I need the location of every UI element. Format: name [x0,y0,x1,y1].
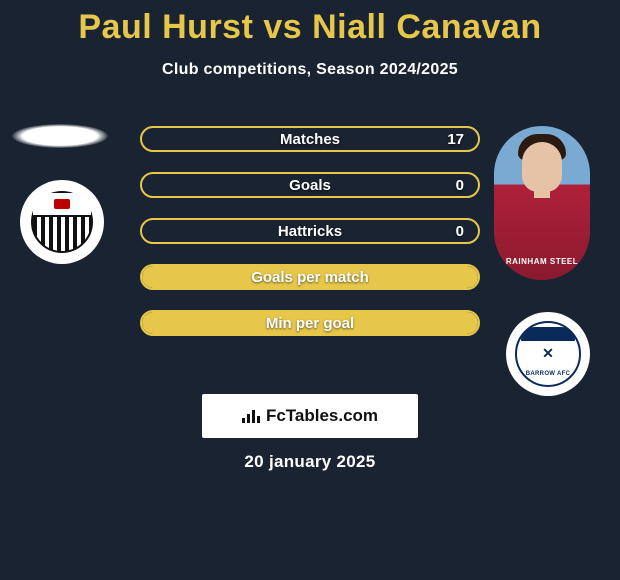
jersey-sponsor-text: RAINHAM STEEL [494,257,590,266]
stat-row: Hattricks0 [140,218,480,244]
grimsby-crest-icon [31,191,93,253]
stat-row: Min per goal [140,310,480,336]
page-subtitle: Club competitions, Season 2024/2025 [0,61,620,79]
stat-value-right: 0 [456,177,464,194]
footer-brand-text: FcTables.com [266,406,378,426]
player-left-photo [12,124,108,148]
page-title: Paul Hurst vs Niall Canavan [0,0,620,47]
footer-date: 20 january 2025 [0,452,620,472]
stat-value-right: 0 [456,223,464,240]
stat-value-right: 17 [447,131,464,148]
stats-container: Matches17Goals0Hattricks0Goals per match… [140,126,480,356]
footer-brand-badge: FcTables.com [202,394,418,438]
club-right-badge: BARROW AFC [506,312,590,396]
club-left-badge [20,180,104,264]
stat-label: Hattricks [142,223,478,240]
barrow-crest-icon: BARROW AFC [515,321,581,387]
stat-fill [142,312,478,334]
stat-fill [142,266,478,288]
stat-label: Matches [142,131,478,148]
stat-row: Goals per match [140,264,480,290]
barrow-crest-label: BARROW AFC [517,371,579,377]
stat-row: Goals0 [140,172,480,198]
avatar-neck [534,186,550,198]
avatar-head [522,142,562,192]
player-right-photo: RAINHAM STEEL [494,126,590,280]
bar-chart-icon [242,409,260,423]
stat-row: Matches17 [140,126,480,152]
stat-label: Goals [142,177,478,194]
